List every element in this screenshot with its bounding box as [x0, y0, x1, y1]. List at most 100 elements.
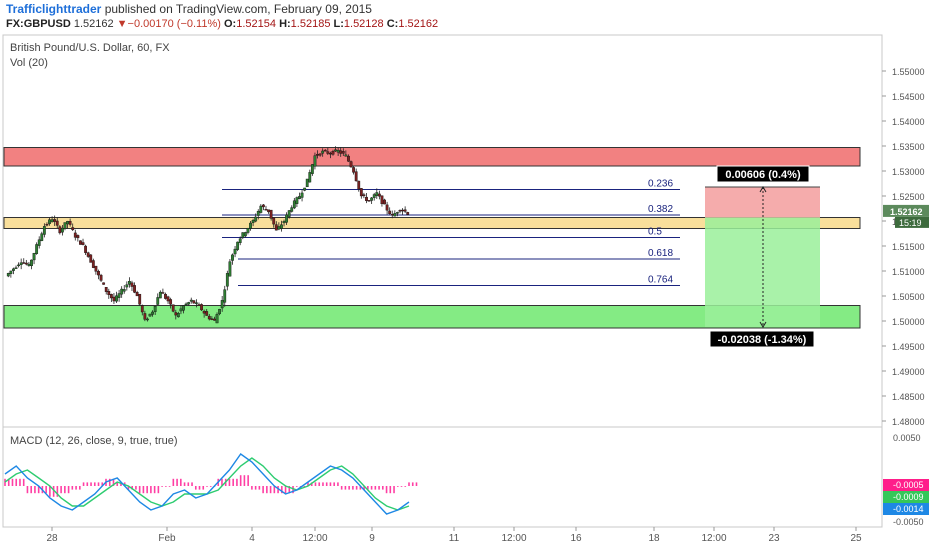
symbol[interactable]: FX:GBPUSD — [6, 18, 71, 30]
macd-hist-bar — [153, 486, 156, 494]
x-tick-label: Feb — [158, 533, 176, 544]
candle-body — [58, 226, 62, 234]
macd-hist-bar — [247, 475, 249, 486]
macd-hist-bar — [146, 486, 148, 494]
macd-title: MACD (12, 26, close, 9, true, true) — [10, 435, 178, 447]
macd-hist-bar — [4, 478, 6, 486]
x-tick-label: 12:00 — [701, 533, 726, 544]
candle-body — [316, 154, 319, 156]
profit-label: 0.00606 (0.4%) — [725, 169, 801, 181]
candle-body — [14, 267, 18, 269]
candle-body — [238, 238, 242, 243]
macd-hist-bar — [269, 486, 272, 494]
macd-hist-bar — [45, 486, 47, 494]
candle-body — [151, 311, 154, 315]
macd-hist-bar — [359, 486, 362, 490]
macd-hist-bar — [11, 478, 14, 486]
candle-body — [290, 207, 294, 212]
candle-body — [6, 273, 10, 277]
candle-body — [61, 227, 64, 233]
macd-hist-bar — [71, 486, 74, 490]
macd-hist-bar — [254, 486, 257, 490]
macd-hist-bar — [322, 482, 324, 486]
fibonacci-retracement[interactable]: 0.236 0.382 0.5 0.618 0.764 — [222, 179, 680, 286]
x-tick-label: 9 — [369, 533, 375, 544]
candle-body — [97, 270, 100, 276]
macd-hist-bar — [93, 482, 96, 486]
candle-body — [251, 220, 255, 223]
macd-hist-bar — [221, 478, 223, 486]
macd-axis-label: -0.0009 — [893, 492, 924, 502]
candle-body — [398, 210, 402, 212]
macd-hist-bar — [135, 486, 137, 490]
candle-body — [313, 155, 317, 167]
candle-body — [91, 260, 95, 268]
y-tick-label: 1.50000 — [892, 317, 925, 327]
candle-body — [321, 150, 325, 154]
x-tick-label: 12:00 — [302, 533, 327, 544]
macd-hist-bar — [295, 486, 298, 487]
macd-hist-bar — [288, 486, 291, 494]
macd-hist-bar — [127, 486, 130, 490]
candle-body — [161, 292, 165, 294]
candle-body — [390, 213, 394, 216]
candle-body — [164, 293, 167, 299]
fib-label-0.5: 0.5 — [648, 227, 662, 238]
macd-hist-bar — [157, 486, 160, 494]
candle-body — [228, 261, 232, 277]
macd-hist-bar — [404, 486, 407, 487]
candle-body — [310, 164, 314, 174]
macd-hist-bar — [131, 486, 133, 490]
candle-body — [24, 262, 28, 265]
macd-hist-bar — [355, 486, 358, 490]
candle-body — [401, 209, 404, 212]
macd-hist-bar — [251, 486, 253, 490]
candle-body — [42, 226, 46, 235]
macd-hist-bar — [34, 486, 36, 494]
candle-body — [153, 306, 157, 312]
candle-body — [143, 313, 147, 320]
macd-hist-bar — [411, 482, 414, 486]
macd-hist-bar — [165, 486, 167, 487]
fib-label-0.382: 0.382 — [648, 204, 673, 215]
candle-body — [354, 171, 358, 182]
candle-body — [146, 318, 149, 321]
macd-hist-bar — [314, 482, 317, 486]
candle-body — [318, 153, 322, 156]
candle-body — [86, 252, 90, 257]
candle-body — [403, 209, 407, 212]
candle-body — [254, 216, 258, 222]
last-price: 1.52162 — [73, 18, 114, 30]
macd-hist-bar — [337, 482, 339, 486]
candle-body — [406, 212, 410, 215]
candle-body — [30, 259, 33, 267]
macd-hist-bar — [243, 475, 246, 486]
last-price-badge — [883, 204, 929, 217]
macd-hist-bar — [318, 482, 321, 486]
candle-body — [68, 220, 72, 225]
y-tick-label: 1.53000 — [892, 167, 925, 177]
volume-title: Vol (20) — [10, 57, 48, 69]
arrow-up — [759, 186, 767, 193]
candle-body — [264, 209, 268, 211]
candle-body — [117, 293, 121, 298]
candle-body — [107, 291, 111, 296]
candle-body — [213, 318, 216, 321]
candle-body — [323, 149, 327, 152]
macd-hist-bar — [198, 486, 201, 490]
x-tick-label: 18 — [648, 533, 660, 544]
candle-body — [385, 204, 389, 211]
low-value: 1.52128 — [343, 18, 384, 30]
candle-body — [156, 297, 160, 305]
macd-hist-bar — [393, 486, 395, 494]
position-tool[interactable]: 0.00606 (0.4%) -0.02038 (-1.34%) — [705, 165, 820, 348]
candle-body — [220, 300, 224, 309]
author-link[interactable]: Trafficlighttrader — [6, 2, 102, 16]
macd-hist-bar — [79, 486, 81, 490]
x-tick-label: 25 — [850, 533, 862, 544]
macd-hist-bar — [30, 486, 32, 494]
candle-body — [329, 152, 332, 155]
candle-body — [187, 302, 191, 305]
macd-hist-bar — [97, 482, 100, 486]
